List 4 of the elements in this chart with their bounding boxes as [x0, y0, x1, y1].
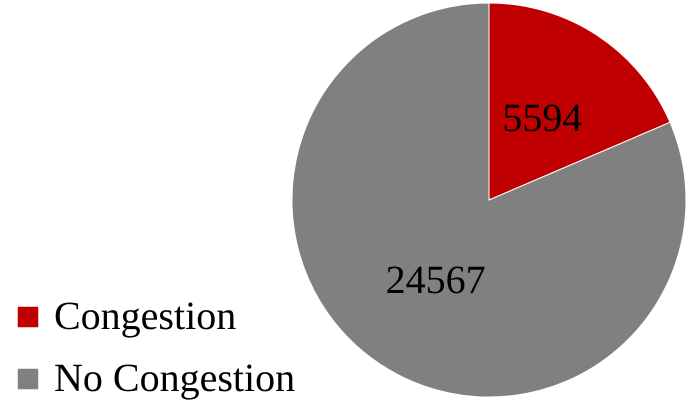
data-label: 24567 — [386, 256, 486, 302]
data-label: 5594 — [502, 95, 582, 140]
legend-label: Congestion — [54, 293, 236, 338]
legend-label: No Congestion — [54, 355, 296, 400]
